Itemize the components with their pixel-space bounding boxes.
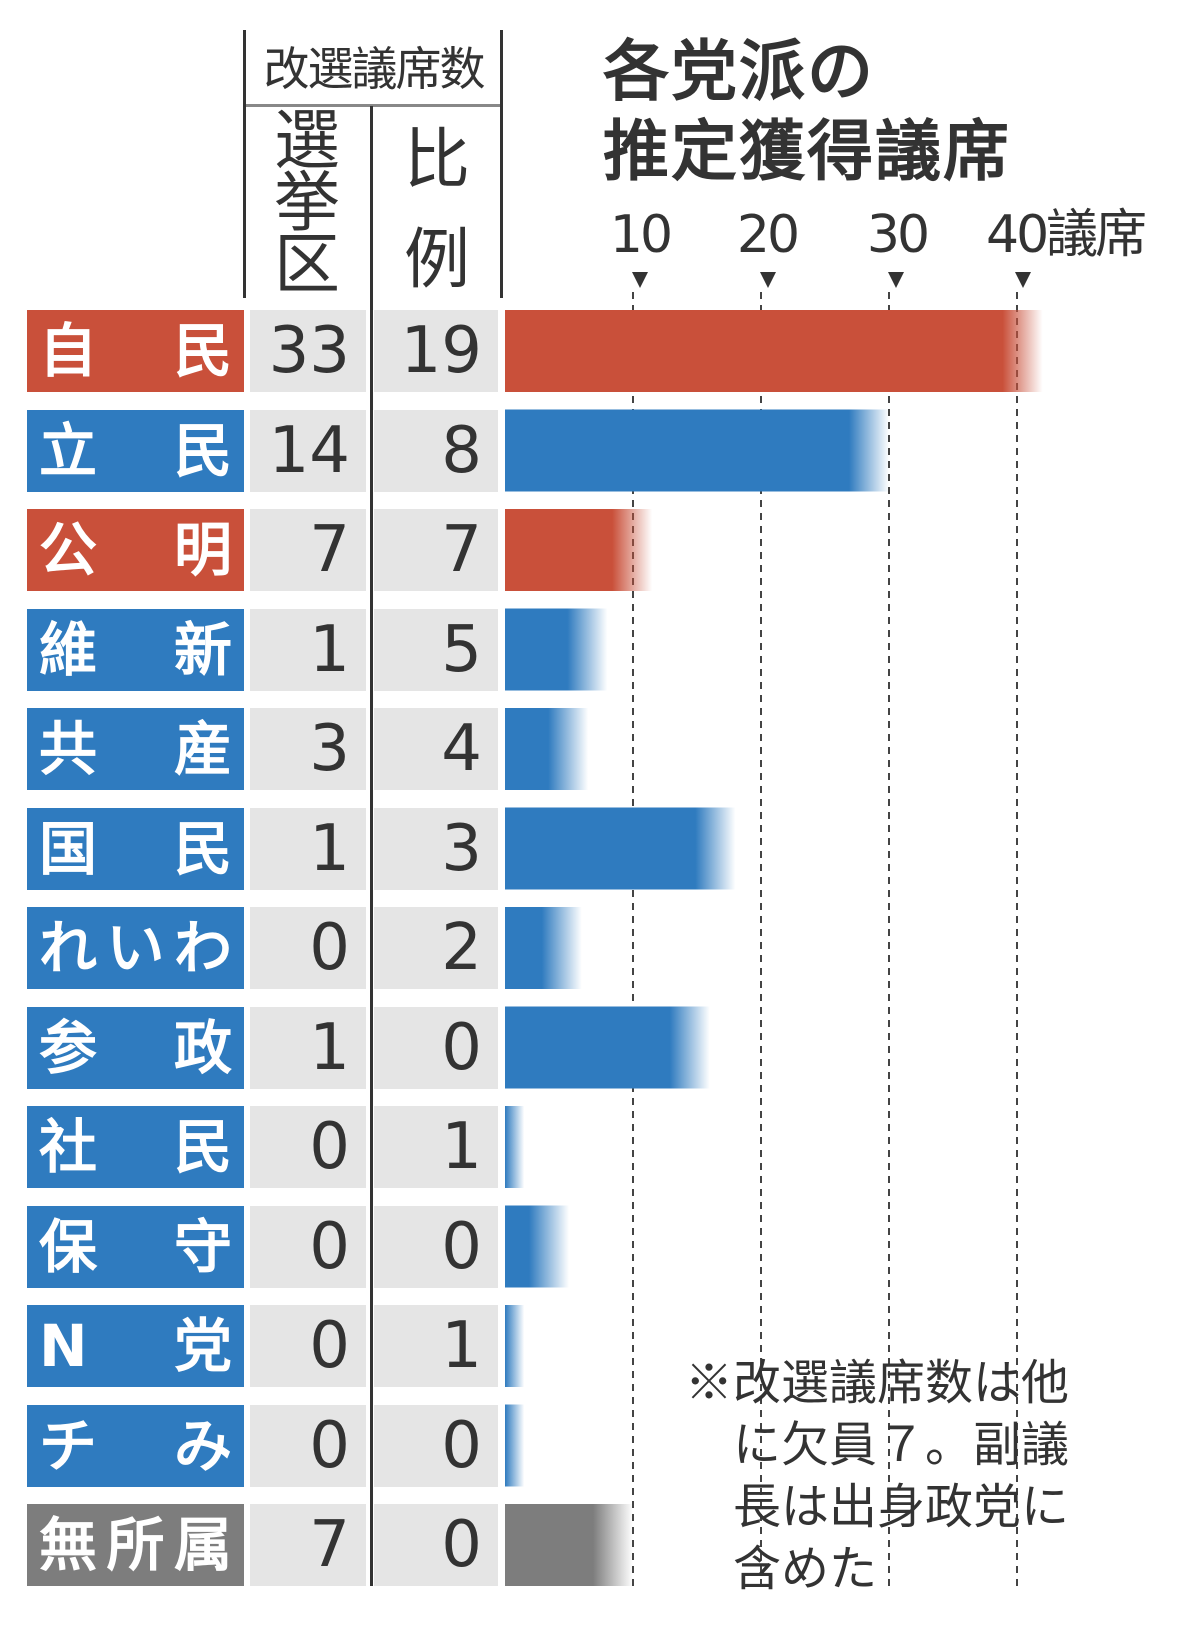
- district-seats: 0: [250, 1205, 366, 1288]
- estimate-bar: [505, 907, 582, 989]
- pr-seats: 3: [374, 807, 498, 890]
- pr-column-header: 比 例: [404, 121, 470, 298]
- district-seats: 0: [250, 1404, 366, 1487]
- party-row: 参 政: [27, 1006, 244, 1089]
- axis-tick-10: 10: [609, 205, 673, 265]
- party-row: 社 民: [27, 1106, 244, 1188]
- estimate-bar: [505, 1504, 633, 1586]
- party-row: れいわ: [27, 907, 244, 989]
- party-name: N 党: [27, 1305, 244, 1387]
- party-name: 立 民: [27, 409, 244, 492]
- estimate-bar: [505, 1404, 525, 1487]
- pr-seats: 4: [374, 708, 498, 790]
- party-name: 国 民: [27, 807, 244, 890]
- estimate-bar: [505, 608, 608, 691]
- party-name: れいわ: [27, 907, 244, 989]
- district-seats: 1: [250, 807, 366, 890]
- axis-tick-30: 30: [866, 205, 930, 265]
- pr-seats: 19: [374, 310, 498, 392]
- header-divider: [246, 104, 501, 107]
- header-right-border: [500, 30, 503, 298]
- axis-tick-20: 20: [736, 205, 800, 265]
- district-seats: 14: [250, 409, 366, 492]
- party-name: チ み: [27, 1404, 244, 1487]
- party-row: 保 守: [27, 1205, 244, 1288]
- party-row: チ み: [27, 1404, 244, 1487]
- party-name: 保 守: [27, 1205, 244, 1288]
- pr-seats: 2: [374, 907, 498, 989]
- estimate-bar: [505, 1106, 525, 1188]
- district-seats: 0: [250, 1305, 366, 1387]
- party-row: 立 民: [27, 409, 244, 492]
- party-row: N 党: [27, 1305, 244, 1387]
- party-row: 維 新: [27, 608, 244, 691]
- party-name: 自 民: [27, 310, 244, 392]
- estimate-bar: [505, 807, 736, 890]
- party-row: 共 産: [27, 708, 244, 790]
- axis-tick-arrow-40: [1015, 272, 1031, 288]
- district-seats: 7: [250, 1504, 366, 1586]
- party-name: 維 新: [27, 608, 244, 691]
- axis-tick-40: 40議席: [986, 205, 1147, 265]
- party-row: 自 民: [27, 310, 244, 392]
- pr-seats: 7: [374, 509, 498, 591]
- pr-seats: 0: [374, 1205, 498, 1288]
- party-row: 公 明: [27, 509, 244, 591]
- estimate-bar: [505, 409, 889, 492]
- district-seats: 33: [250, 310, 366, 392]
- party-name: 社 民: [27, 1106, 244, 1188]
- estimate-bar: [505, 1006, 710, 1089]
- pr-seats: 8: [374, 409, 498, 492]
- axis-tick-arrow-20: [760, 272, 776, 288]
- axis-tick-arrow-10: [632, 272, 648, 288]
- header-left-border: [243, 30, 246, 298]
- seat-count-group-label: 改選議席数: [263, 42, 486, 96]
- party-name: 無所属: [27, 1504, 244, 1586]
- district-seats: 3: [250, 708, 366, 790]
- pr-seats: 0: [374, 1006, 498, 1089]
- pr-seats: 0: [374, 1404, 498, 1487]
- chart-title-line-2: 推定獲得議席: [603, 113, 1011, 190]
- pr-seats: 1: [374, 1106, 498, 1188]
- district-seats: 0: [250, 907, 366, 989]
- party-name: 参 政: [27, 1006, 244, 1089]
- pr-seats: 0: [374, 1504, 498, 1586]
- estimate-bar: [505, 310, 1043, 392]
- district-seats: 1: [250, 608, 366, 691]
- pr-seats: 1: [374, 1305, 498, 1387]
- party-row: 無所属: [27, 1504, 244, 1586]
- chart-title-line-1: 各党派の: [603, 33, 875, 110]
- party-name: 共 産: [27, 708, 244, 790]
- party-row: 国 民: [27, 807, 244, 890]
- district-seats: 7: [250, 509, 366, 591]
- column-divider: [370, 106, 373, 1586]
- district-column-header: 選 挙 区: [274, 102, 340, 303]
- estimate-bar: [505, 1205, 569, 1288]
- estimate-bar: [505, 1305, 525, 1387]
- district-seats: 0: [250, 1106, 366, 1188]
- footnote: ※改選議席数は他 に欠員７。副議 長は出身政党に 含めた: [685, 1355, 1070, 1597]
- party-name: 公 明: [27, 509, 244, 591]
- pr-seats: 5: [374, 608, 498, 691]
- axis-tick-arrow-30: [888, 272, 904, 288]
- district-seats: 1: [250, 1006, 366, 1089]
- estimate-bar: [505, 509, 653, 591]
- estimate-bar: [505, 708, 589, 790]
